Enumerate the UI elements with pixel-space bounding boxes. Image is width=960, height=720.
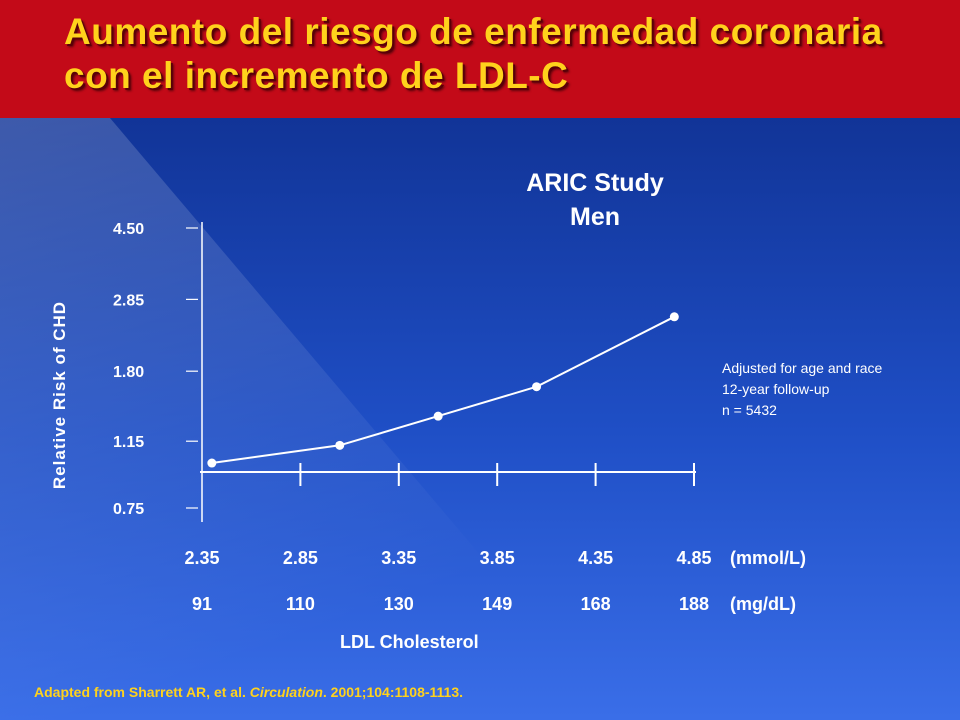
x-tick-label-mmol: 3.85: [480, 548, 515, 568]
data-point: [335, 440, 345, 450]
y-axis: 4.50 2.85 1.80 1.15 0.75: [113, 221, 203, 522]
y-tick-label: 4.50: [113, 221, 144, 238]
x-tick-label-mmol: 2.85: [283, 548, 318, 568]
title-banner: Aumento del riesgo de enfermedad coronar…: [0, 0, 960, 118]
x-unit-mmol: (mmol/L): [730, 548, 806, 568]
x-tick-label-mgdl: 130: [384, 594, 414, 614]
x-tick-label-mmol: 4.35: [578, 548, 613, 568]
data-point: [207, 458, 217, 468]
data-point: [433, 411, 443, 421]
data-point: [532, 382, 542, 392]
chart-subtitle: Men: [570, 203, 620, 231]
x-tick-label-mgdl: 149: [482, 594, 512, 614]
x-tick-labels: 2.35 91 2.85 110 3.35 130 3.85 149 4.35 168 4.85 18…: [184, 548, 806, 614]
citation-suffix: . 2001;104:1108-1113.: [322, 684, 464, 700]
y-tick-label: 0.75: [113, 501, 144, 518]
x-axis-label: LDL Cholesterol: [340, 632, 479, 652]
y-tick-label: 1.15: [113, 434, 144, 451]
y-tick-label: 1.80: [113, 364, 144, 381]
x-tick-label-mgdl: 168: [581, 594, 611, 614]
x-tick-label-mgdl: 188: [679, 594, 709, 614]
x-tick-label-mmol: 4.85: [676, 548, 711, 568]
series-layer: [207, 312, 679, 468]
x-tick-label-mmol: 2.35: [184, 548, 219, 568]
y-axis-label: Relative Risk of CHD: [50, 300, 69, 490]
x-tick-label-mgdl: 91: [192, 594, 212, 614]
x-tick-label-mgdl: 110: [286, 594, 315, 614]
annotation-sample-size: n = 5432: [722, 402, 777, 418]
data-point: [669, 312, 679, 322]
citation-prefix: Adapted from Sharrett AR, et al.: [34, 684, 250, 700]
x-axis: [200, 463, 696, 486]
citation: Adapted from Sharrett AR, et al. Circula…: [34, 684, 463, 700]
x-unit-mgdl: (mg/dL): [730, 594, 796, 614]
slide-title: Aumento del riesgo de enfermedad coronar…: [64, 11, 883, 96]
series-line: [211, 315, 675, 464]
annotation-followup: 12-year follow-up: [722, 381, 830, 397]
y-tick-label: 2.85: [113, 292, 144, 309]
chart-title-block: ARIC Study Men: [480, 166, 710, 234]
annotation-adjustment: Adjusted for age and race: [722, 360, 883, 376]
chart-title: ARIC Study: [526, 169, 664, 197]
citation-journal: Circulation: [249, 684, 323, 700]
x-tick-label-mmol: 3.35: [381, 548, 416, 568]
annotation-notes: Adjusted for age and race 12-year follow…: [722, 358, 882, 421]
